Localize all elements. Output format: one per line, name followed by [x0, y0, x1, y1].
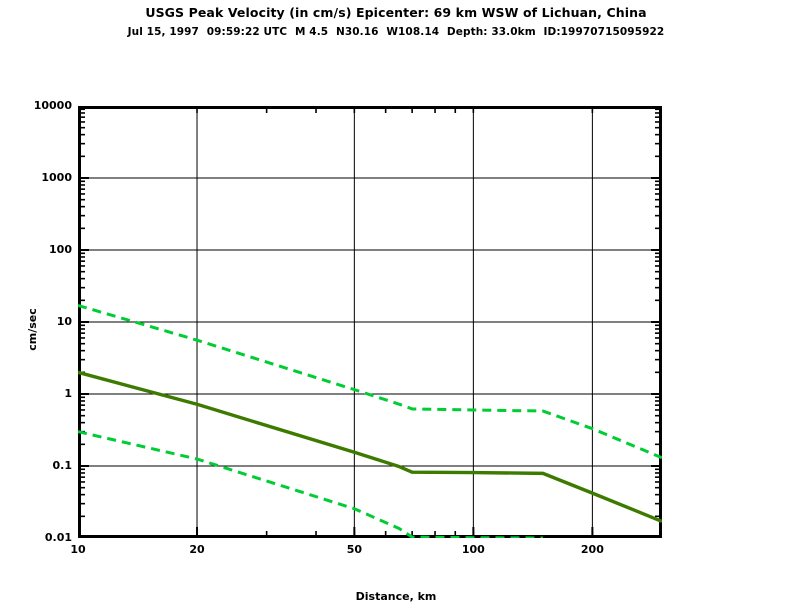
series-lower-bound	[78, 430, 543, 538]
y-axis-title: cm/sec	[25, 308, 39, 351]
y-axis-tick-label: 0.01	[44, 531, 72, 544]
y-axis-tick-label: 1000	[41, 171, 72, 184]
event-depth: Depth: 33.0km	[446, 26, 536, 38]
y-axis-tick-labels: 0.01 0.1 1 10 100 1000 10000	[0, 0, 72, 612]
y-axis-tick-label: 10	[56, 315, 72, 328]
event-magnitude: M 4.5	[294, 26, 329, 38]
y-axis-tick-label: 1	[64, 387, 72, 400]
chart-title: USGS Peak Velocity (in cm/s) Epicenter: …	[145, 5, 647, 20]
event-id: ID:19970715095922	[543, 26, 665, 38]
x-axis-tick-label: 20	[189, 543, 205, 556]
series-upper-bound	[78, 303, 662, 460]
y-axis-title-wrap: cm/sec	[0, 308, 72, 351]
event-longitude: W108.14	[386, 26, 440, 38]
event-time: 09:59:22 UTC	[206, 26, 288, 38]
event-date: Jul 15, 1997	[127, 26, 199, 38]
x-axis-tick-label: 200	[580, 543, 604, 556]
x-axis-tick-label: 10	[70, 543, 86, 556]
y-axis-tick-label: 0.1	[52, 459, 73, 472]
plot-area	[78, 106, 662, 538]
x-axis-tick-label: 50	[346, 543, 362, 556]
x-axis-tick-label: 100	[461, 543, 485, 556]
x-axis-title: Distance, km	[355, 590, 437, 603]
event-latitude: N30.16	[335, 26, 379, 38]
series-median	[78, 370, 662, 523]
y-axis-tick-label: 10000	[33, 99, 72, 112]
chart-subtitle: Jul 15, 1997 09:59:22 UTC M 4.5 N30.16 W…	[0, 26, 792, 38]
y-axis-tick-label: 100	[49, 243, 72, 256]
